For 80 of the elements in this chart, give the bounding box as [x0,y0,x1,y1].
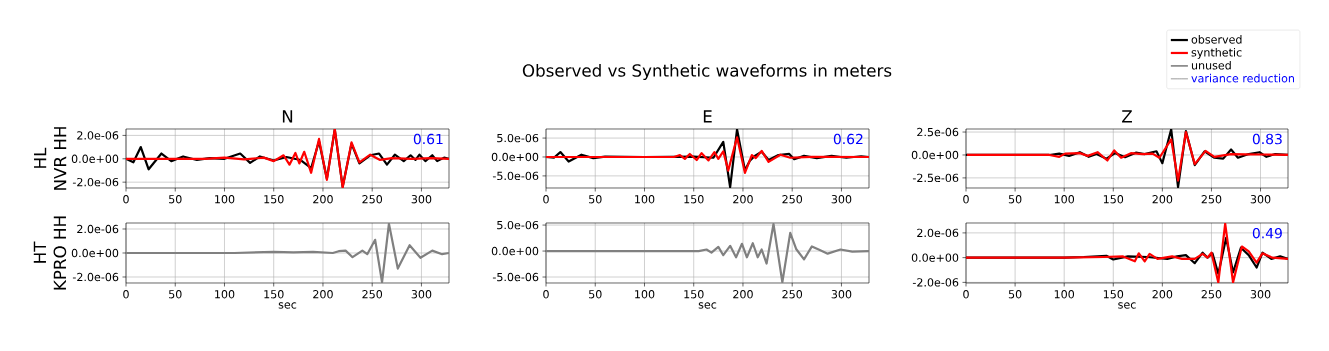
y-tick-label: 2.0e-06 [77,224,119,234]
x-axis-title: sec [1118,302,1136,309]
x-tick-label: 200 [733,290,753,299]
chart-title: N [282,110,293,123]
x-tick-label: 0 [543,195,549,204]
line-series [126,128,450,188]
x-tick-label: 300 [831,290,852,299]
legend-title: variance reduction [1191,73,1294,83]
x-tick-label: 300 [411,195,432,204]
x-tick-label: 50 [589,195,602,204]
x-tick-label: 200 [313,290,333,299]
y-tick-label: 0.0e+00 [491,246,539,256]
x-tick-label: 150 [684,290,704,299]
x-tick-label: 200 [1152,195,1173,204]
y-tick-label: 0.0e+00 [911,253,959,262]
x-tick-label: 100 [635,290,655,299]
y-tick-label: 0.0e+00 [911,150,959,160]
x-tick-label: 150 [1103,290,1124,299]
text: unused [1191,60,1231,70]
x-tick-label: 0 [123,195,129,204]
x-tick-label: 150 [264,290,284,299]
x-tick-label: 100 [215,195,235,204]
y-tick-label: -2.0e-06 [72,272,119,282]
y-tick-label: 2.0e-06 [77,131,119,140]
x-tick-label: 150 [684,195,704,204]
line-series [966,223,1289,283]
y-tick-label: 0.0e+00 [71,154,119,163]
x-tick-label: 50 [169,195,182,204]
chart-title: Z [1122,110,1132,123]
y-tick-label: 2.0e-06 [917,228,959,238]
x-tick-label: 100 [1054,195,1075,204]
x-tick-label: 100 [215,290,235,299]
x-tick-label: 300 [411,290,432,299]
x-tick-label: 150 [1103,195,1124,204]
x-tick-label: 250 [1201,290,1222,299]
x-tick-label: 250 [362,290,383,299]
x-tick-label: 100 [1054,290,1075,299]
annotation: 0.62 [833,133,863,145]
y-axis-title: HT KPRO HH [33,216,67,290]
x-tick-label: 250 [782,195,803,204]
x-tick-label: 300 [1250,290,1271,299]
x-tick-label: 50 [589,290,602,299]
y-tick-label: 2.5e-06 [917,127,959,137]
x-tick-label: 100 [635,195,655,204]
x-tick-label: 0 [543,290,549,299]
x-axis-title: sec [698,302,717,309]
x-tick-label: 0 [963,290,969,299]
annotation: 0.83 [1252,133,1282,145]
y-tick-label: 5.0e-06 [497,220,539,230]
line-series [546,223,870,283]
x-tick-label: 0 [123,290,129,299]
x-tick-label: 250 [782,290,803,299]
annotation: 0.49 [1252,227,1282,239]
x-tick-label: 150 [264,195,284,204]
x-tick-label: 200 [1152,290,1173,299]
y-tick-label: 0.0e+00 [71,248,119,258]
x-tick-label: 200 [733,195,753,204]
y-tick-label: 0.0e+00 [491,152,539,162]
text: Observed vs Synthetic waveforms in meters [522,63,892,81]
y-tick-label: -2.0e-06 [912,278,959,287]
legend-label: observed [1191,35,1242,44]
chart-title: E [703,110,712,123]
x-tick-label: 250 [1201,195,1222,204]
y-axis-title: HL NVR HH [34,127,67,190]
x-tick-label: 200 [313,195,333,204]
y-tick-label: -2.5e-06 [912,173,959,183]
x-axis-title: sec [278,302,297,309]
annotation: 0.61 [413,133,443,145]
x-tick-label: 300 [1250,195,1271,204]
y-tick-label: -5.0e-06 [492,272,539,282]
x-tick-label: 50 [169,290,182,299]
y-tick-label: -5.0e-06 [492,171,539,181]
x-tick-label: 0 [963,195,969,204]
x-tick-label: 50 [1008,195,1022,204]
y-tick-label: -2.0e-06 [72,177,119,187]
legend-label: synthetic [1191,48,1242,59]
y-tick-label: 5.0e-06 [497,133,539,143]
x-tick-label: 300 [831,195,852,204]
x-tick-label: 250 [362,195,383,204]
x-tick-label: 50 [1008,290,1022,299]
